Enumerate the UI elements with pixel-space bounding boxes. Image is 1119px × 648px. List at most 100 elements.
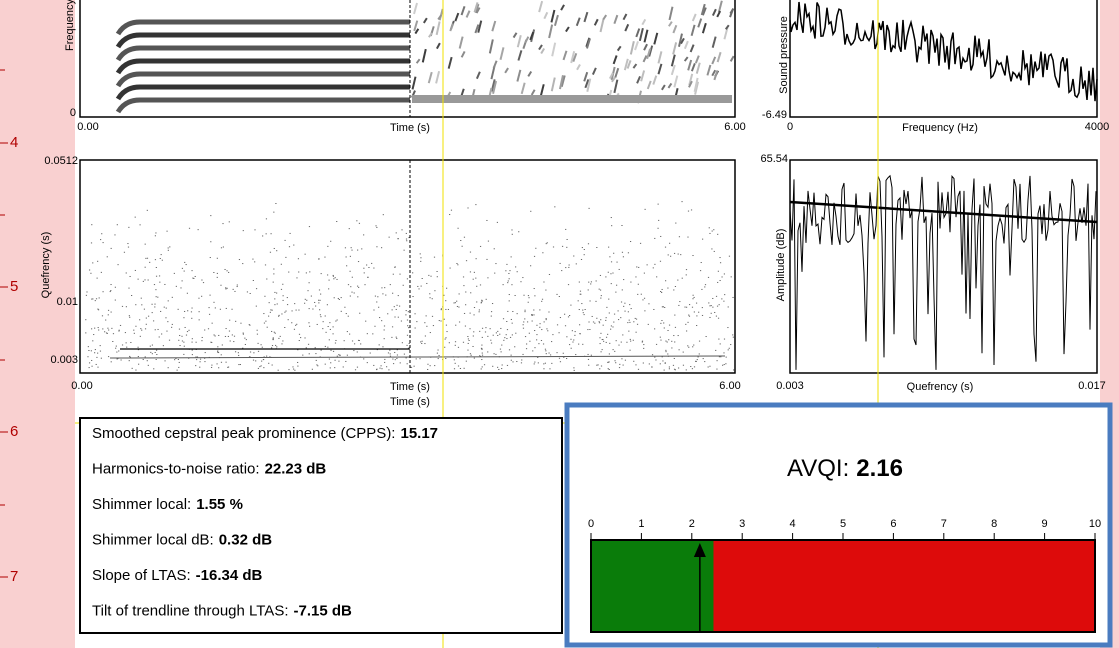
speckle	[619, 364, 620, 365]
speckle	[213, 302, 214, 303]
speckle	[690, 366, 691, 367]
speckle	[258, 351, 259, 352]
speckle	[220, 285, 221, 286]
speckle	[618, 345, 619, 346]
speckle	[506, 321, 507, 322]
speckle	[346, 256, 347, 257]
speckle	[139, 224, 140, 225]
speckle	[484, 364, 485, 365]
speckle	[96, 298, 97, 299]
speckle	[688, 315, 689, 316]
speckle	[665, 350, 666, 351]
speckle	[396, 338, 397, 339]
speckle	[582, 247, 583, 248]
speckle	[339, 355, 340, 356]
speckle	[506, 264, 507, 265]
speckle	[147, 360, 148, 361]
speckle	[497, 331, 498, 332]
speckle	[416, 321, 417, 322]
speckle	[221, 354, 222, 355]
scale-tick-label: 3	[739, 518, 745, 530]
voice-stroke	[669, 7, 672, 20]
speckle	[497, 367, 498, 368]
speckle	[454, 359, 455, 360]
speckle	[164, 284, 165, 285]
speckle	[115, 287, 116, 288]
voice-stroke	[644, 44, 647, 50]
speckle	[312, 369, 313, 370]
speckle	[658, 220, 659, 221]
voice-stroke	[644, 30, 647, 43]
speckle	[85, 332, 86, 333]
speckle	[318, 302, 319, 303]
speckle	[279, 315, 280, 316]
speckle	[473, 279, 474, 280]
speckle	[92, 340, 93, 341]
speckle	[243, 334, 244, 335]
speckle	[319, 309, 320, 310]
voice-stroke	[698, 19, 701, 28]
speckle	[330, 329, 331, 330]
speckle	[273, 337, 274, 338]
speckle	[187, 310, 188, 311]
speckle	[116, 352, 117, 353]
voice-stroke	[455, 13, 458, 21]
speckle	[623, 365, 624, 366]
speckle	[529, 333, 530, 334]
speckle	[588, 282, 589, 283]
speckle	[91, 299, 92, 300]
speckle	[377, 296, 378, 297]
voice-stroke	[429, 72, 432, 83]
axis-value: 65.54	[760, 153, 788, 165]
speckle	[713, 229, 714, 230]
speckle	[596, 247, 597, 248]
speckle	[195, 365, 196, 366]
speckle	[141, 330, 142, 331]
voice-stroke	[539, 45, 542, 50]
speckle	[281, 289, 282, 290]
speckle	[330, 350, 331, 351]
speckle	[178, 359, 179, 360]
speckle	[152, 312, 153, 313]
speckle	[381, 368, 382, 369]
speckle	[107, 333, 108, 334]
speckle	[188, 330, 189, 331]
speckle	[297, 366, 298, 367]
speckle	[127, 243, 128, 244]
speckle	[622, 334, 623, 335]
speckle	[723, 301, 724, 302]
speckle	[147, 258, 148, 259]
speckle	[394, 316, 395, 317]
speckle	[506, 338, 507, 339]
speckle	[100, 239, 101, 240]
speckle	[602, 339, 603, 340]
speckle	[154, 306, 155, 307]
voice-stroke	[541, 48, 544, 53]
speckle	[261, 365, 262, 366]
speckle	[688, 347, 689, 348]
speckle	[89, 270, 90, 271]
speckle	[692, 368, 693, 369]
speckle	[660, 340, 661, 341]
voice-stroke	[467, 11, 470, 18]
speckle	[654, 357, 655, 358]
speckle	[426, 283, 427, 284]
speckle	[359, 313, 360, 314]
speckle	[172, 297, 173, 298]
scale-tick-label: 5	[840, 518, 846, 530]
speckle	[568, 284, 569, 285]
speckle	[97, 309, 98, 310]
speckle	[464, 368, 465, 369]
speckle	[532, 350, 533, 351]
speckle	[393, 274, 394, 275]
speckle	[661, 320, 662, 321]
voice-stroke	[517, 70, 520, 82]
speckle	[381, 320, 382, 321]
speckle	[720, 280, 721, 281]
speckle	[600, 343, 601, 344]
speckle	[502, 364, 503, 365]
speckle	[134, 333, 135, 334]
speckle	[126, 306, 127, 307]
axis-label: Time (s)	[390, 122, 430, 134]
speckle	[730, 344, 731, 345]
